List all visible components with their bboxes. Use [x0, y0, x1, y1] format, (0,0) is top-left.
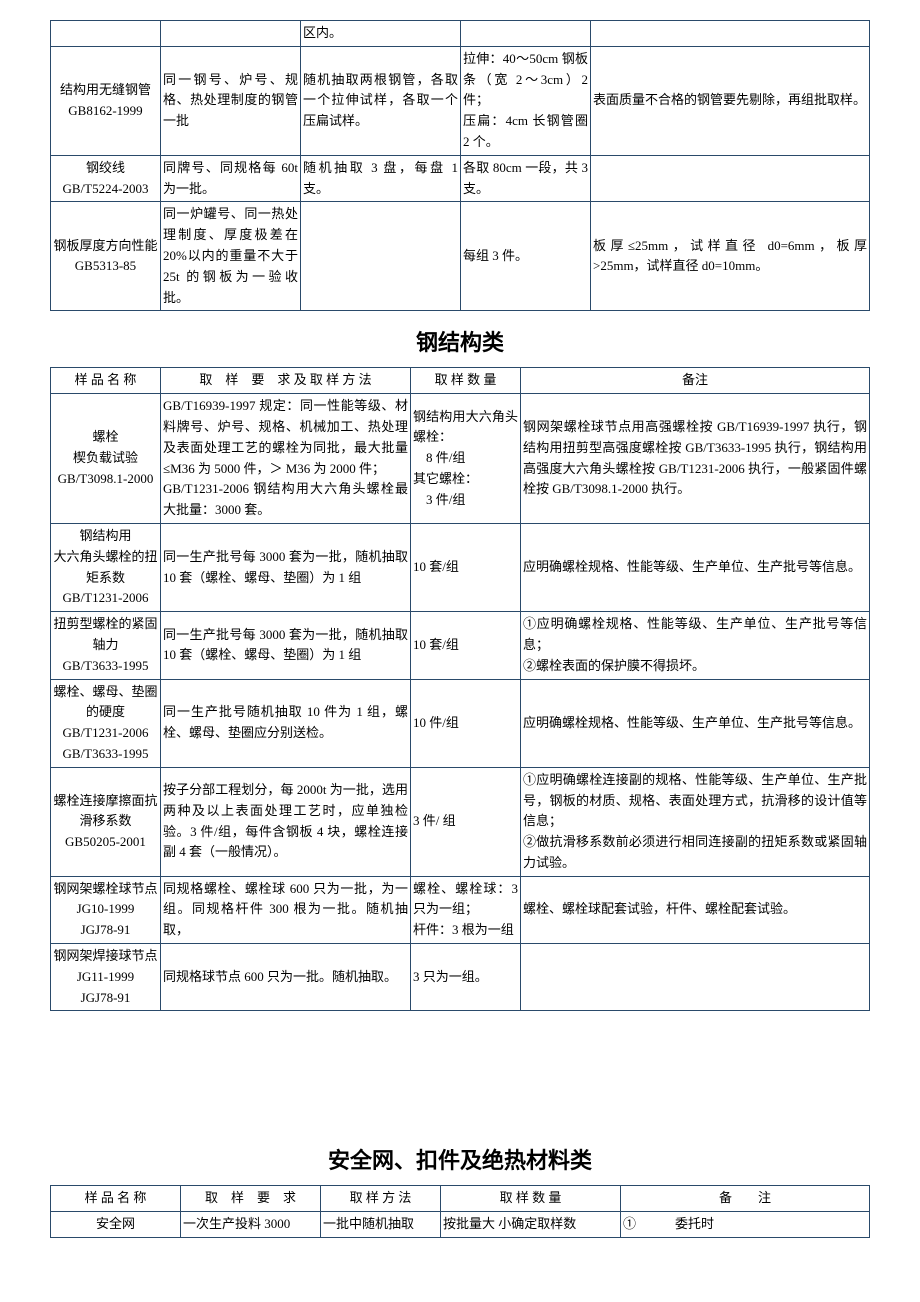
table-cell: 同一生产批号每 3000 套为一批，随机抽取 10 套（螺栓、螺母、垫圈）为 1… — [161, 612, 411, 679]
table-cell — [51, 21, 161, 47]
table-cell: 钢绞线GB/T5224-2003 — [51, 155, 161, 202]
table-cell: 10 套/组 — [411, 523, 521, 611]
table-cell — [161, 21, 301, 47]
table-cell: 应明确螺栓规格、性能等级、生产单位、生产批号等信息。 — [521, 679, 870, 767]
table-row: 结构用无缝钢管GB8162-1999同一钢号、炉号、规格、热处理制度的钢管一批随… — [51, 46, 870, 155]
table-header-cell: 样 品 名 称 — [51, 1186, 181, 1212]
table-cell — [591, 155, 870, 202]
table-header-cell: 备 注 — [621, 1186, 870, 1212]
table-cell: 螺栓、螺栓球配套试验，杆件、螺栓配套试验。 — [521, 876, 870, 943]
table-header-row: 样 品 名 称取 样 要 求 及 取 样 方 法取 样 数 量备注 — [51, 368, 870, 394]
table-safety-net: 样 品 名 称取 样 要 求取 样 方 法取 样 数 量备 注安全网一次生产投料… — [50, 1185, 870, 1238]
table-cell: 各取 80cm 一段，共 3 支。 — [461, 155, 591, 202]
table-cell: 表面质量不合格的钢管要先剔除，再组批取样。 — [591, 46, 870, 155]
table-cell: 每组 3 件。 — [461, 202, 591, 311]
table-cell — [521, 944, 870, 1011]
table-cell: 同一生产批号随机抽取 10 件为 1 组，螺栓、螺母、垫圈应分别送检。 — [161, 679, 411, 767]
table-cell: 钢网架螺栓球节点用高强螺栓按 GB/T16939-1997 执行，钢结构用扭剪型… — [521, 394, 870, 524]
table-cell: ① 委托时 — [621, 1212, 870, 1238]
section-title-steel-structure: 钢结构类 — [50, 325, 870, 357]
table-cell: 扭剪型螺栓的紧固轴力GB/T3633-1995 — [51, 612, 161, 679]
table-cell: 3 只为一组。 — [411, 944, 521, 1011]
table-cell — [301, 202, 461, 311]
table-row: 钢网架焊接球节点JG11-1999JGJ78-91同规格球节点 600 只为一批… — [51, 944, 870, 1011]
table-cell: 按子分部工程划分，每 2000t 为一批，选用两种及以上表面处理工艺时，应单独检… — [161, 767, 411, 876]
table-cell: 板厚≤25mm，试样直径 d0=6mm，板厚>25mm，试样直径 d0=10mm… — [591, 202, 870, 311]
table-cell: 螺栓连接摩擦面抗滑移系数GB50205-2001 — [51, 767, 161, 876]
table-header-cell: 取 样 要 求 及 取 样 方 法 — [161, 368, 411, 394]
table-cell: 3 件/ 组 — [411, 767, 521, 876]
table-header-row: 样 品 名 称取 样 要 求取 样 方 法取 样 数 量备 注 — [51, 1186, 870, 1212]
table-cell: 螺栓、螺栓球：3 只为一组；杆件：3 根为一组 — [411, 876, 521, 943]
table-row: 钢结构用大六角头螺栓的扭矩系数GB/T1231-2006同一生产批号每 3000… — [51, 523, 870, 611]
table-cell: 钢网架螺栓球节点JG10-1999JGJ78-91 — [51, 876, 161, 943]
table-cell — [461, 21, 591, 47]
table-cell: 一次生产投料 3000 — [181, 1212, 321, 1238]
table-header-cell: 取 样 数 量 — [411, 368, 521, 394]
table-cell: ①应明确螺栓规格、性能等级、生产单位、生产批号等信息；②螺栓表面的保护膜不得损坏… — [521, 612, 870, 679]
table-header-cell: 取 样 数 量 — [441, 1186, 621, 1212]
table-cell: 同一生产批号每 3000 套为一批，随机抽取 10 套（螺栓、螺母、垫圈）为 1… — [161, 523, 411, 611]
table-cell: 钢结构用大六角头螺栓： 8 件/组其它螺栓： 3 件/组 — [411, 394, 521, 524]
table-cell: 一批中随机抽取 — [321, 1212, 441, 1238]
table-header-cell: 样 品 名 称 — [51, 368, 161, 394]
table-row: 钢板厚度方向性能GB5313-85同一炉罐号、同一热处理制度、厚度极差在 20%… — [51, 202, 870, 311]
table-cell: 10 件/组 — [411, 679, 521, 767]
table-cell: 螺栓楔负载试验GB/T3098.1-2000 — [51, 394, 161, 524]
section-title-safety-net: 安全网、扣件及绝热材料类 — [50, 1143, 870, 1175]
table-header-cell: 取 样 要 求 — [181, 1186, 321, 1212]
table-row: 安全网一次生产投料 3000一批中随机抽取按批量大 小确定取样数① 委托时 — [51, 1212, 870, 1238]
table-cell: 同规格球节点 600 只为一批。随机抽取。 — [161, 944, 411, 1011]
table-row: 螺栓连接摩擦面抗滑移系数GB50205-2001按子分部工程划分，每 2000t… — [51, 767, 870, 876]
table-cell: 按批量大 小确定取样数 — [441, 1212, 621, 1238]
table-cell: 应明确螺栓规格、性能等级、生产单位、生产批号等信息。 — [521, 523, 870, 611]
table-cell — [591, 21, 870, 47]
table-cell: 钢板厚度方向性能GB5313-85 — [51, 202, 161, 311]
table-cell: 拉伸：40～50cm 钢板条（宽 2～3cm）2 件；压扁：4cm 长钢管圈 2… — [461, 46, 591, 155]
table-header-cell: 取 样 方 法 — [321, 1186, 441, 1212]
table-cell: 10 套/组 — [411, 612, 521, 679]
table-cell: 安全网 — [51, 1212, 181, 1238]
table-steel-structure: 样 品 名 称取 样 要 求 及 取 样 方 法取 样 数 量备注螺栓楔负载试验… — [50, 367, 870, 1011]
table-steel-materials: 区内。结构用无缝钢管GB8162-1999同一钢号、炉号、规格、热处理制度的钢管… — [50, 20, 870, 311]
table-cell: 钢网架焊接球节点JG11-1999JGJ78-91 — [51, 944, 161, 1011]
table-cell: 随机抽取两根钢管，各取一个拉伸试样，各取一个压扁试样。 — [301, 46, 461, 155]
table-header-cell: 备注 — [521, 368, 870, 394]
table-cell: GB/T16939-1997 规定：同一性能等级、材料牌号、炉号、规格、机械加工… — [161, 394, 411, 524]
table-cell: 随机抽取 3 盘，每盘 1 支。 — [301, 155, 461, 202]
table-cell: 同一炉罐号、同一热处理制度、厚度极差在 20%以内的重量不大于 25t 的钢板为… — [161, 202, 301, 311]
table-row: 区内。 — [51, 21, 870, 47]
table-cell: 螺栓、螺母、垫圈的硬度GB/T1231-2006GB/T3633-1995 — [51, 679, 161, 767]
table-cell: 结构用无缝钢管GB8162-1999 — [51, 46, 161, 155]
table-row: 螺栓、螺母、垫圈的硬度GB/T1231-2006GB/T3633-1995同一生… — [51, 679, 870, 767]
table-row: 钢绞线GB/T5224-2003同牌号、同规格每 60t 为一批。随机抽取 3 … — [51, 155, 870, 202]
table-row: 钢网架螺栓球节点JG10-1999JGJ78-91同规格螺栓、螺栓球 600 只… — [51, 876, 870, 943]
table-cell: 钢结构用大六角头螺栓的扭矩系数GB/T1231-2006 — [51, 523, 161, 611]
table-cell: 同规格螺栓、螺栓球 600 只为一批，为一组。同规格杆件 300 根为一批。随机… — [161, 876, 411, 943]
table-cell: 同牌号、同规格每 60t 为一批。 — [161, 155, 301, 202]
table-row: 扭剪型螺栓的紧固轴力GB/T3633-1995同一生产批号每 3000 套为一批… — [51, 612, 870, 679]
table-cell: 区内。 — [301, 21, 461, 47]
table-row: 螺栓楔负载试验GB/T3098.1-2000GB/T16939-1997 规定：… — [51, 394, 870, 524]
table-cell: 同一钢号、炉号、规格、热处理制度的钢管一批 — [161, 46, 301, 155]
table-cell: ①应明确螺栓连接副的规格、性能等级、生产单位、生产批号，钢板的材质、规格、表面处… — [521, 767, 870, 876]
